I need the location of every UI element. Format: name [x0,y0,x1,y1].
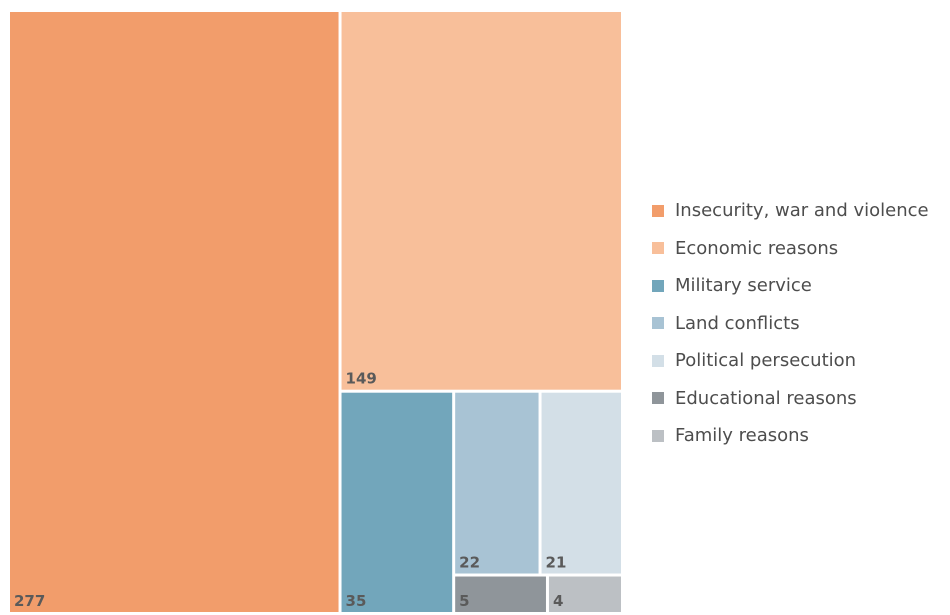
legend-item: Military service [652,267,929,305]
legend-item: Educational reasons [652,380,929,418]
tile-value-label: 22 [459,554,480,572]
tile-insecurity-war-and-violence [10,12,339,612]
tile-value-label: 21 [546,554,567,572]
treemap-tiles: 277 149 35 22 21 5 4 [10,12,621,612]
legend-item: Insecurity, war and violence [652,192,929,230]
legend-label: Economic reasons [675,237,839,259]
legend-swatch [652,204,664,217]
legend-label: Land conflicts [675,312,800,334]
tile-value-label: 35 [346,592,367,610]
legend-swatch [652,429,664,442]
legend-label: Military service [675,275,812,297]
tile-value-label: 277 [14,592,45,610]
legend-item: Land conflicts [652,305,929,343]
tile-educational-reasons [455,576,546,612]
tile-political-persecution [541,392,621,574]
legend-swatch [652,317,664,330]
tile-value-label: 4 [553,592,563,610]
legend-label: Educational reasons [675,387,857,409]
legend-label: Political persecution [675,350,857,372]
tile-land-conflicts [455,392,539,574]
tile-family-reasons [548,576,621,612]
legend-label: Family reasons [675,425,809,447]
legend-item: Political persecution [652,342,929,380]
legend-item: Family reasons [652,417,929,455]
legend-swatch [652,354,664,367]
tile-value-label: 5 [459,592,469,610]
legend-swatch [652,279,664,292]
legend: Insecurity, war and violence Economic re… [652,192,929,455]
legend-label: Insecurity, war and violence [675,200,929,222]
legend-item: Economic reasons [652,230,929,268]
tile-value-label: 149 [346,370,377,388]
tile-military-service [341,392,453,612]
legend-swatch [652,242,664,255]
tile-economic-reasons [341,12,621,390]
legend-swatch [652,392,664,405]
